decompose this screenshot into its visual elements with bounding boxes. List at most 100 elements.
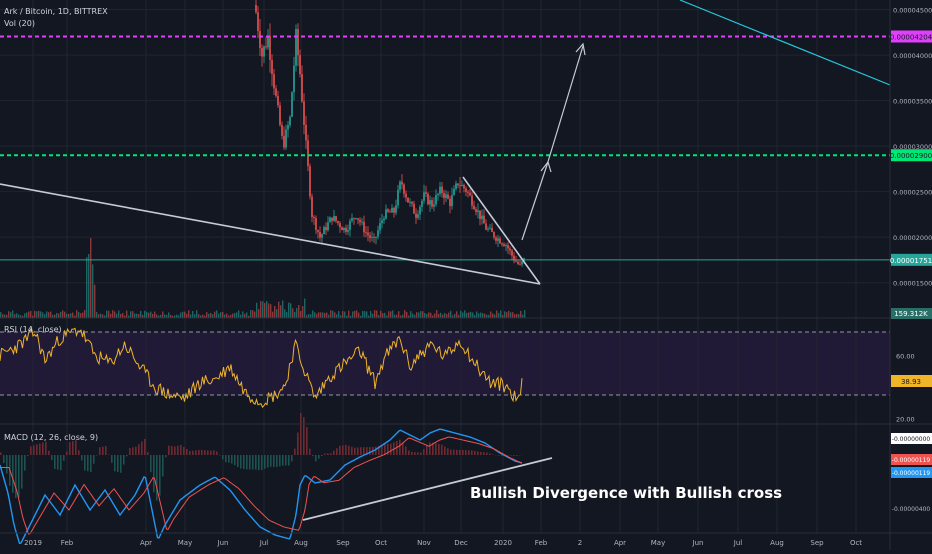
macd-legend[interactable]: MACD (12, 26, close, 9) <box>4 433 98 442</box>
volume-bar <box>198 314 199 318</box>
candle-body <box>319 232 321 238</box>
volume-bar <box>26 312 27 318</box>
volume-bar <box>152 314 153 318</box>
rsi-legend[interactable]: RSI (14, close) <box>4 325 62 334</box>
macd-hist-bar <box>498 455 500 456</box>
candle-body <box>273 74 275 88</box>
volume-bar <box>446 314 447 318</box>
candle-body <box>473 206 475 210</box>
volume-bar <box>430 313 431 318</box>
volume-bar <box>412 314 413 318</box>
price-tick-2: 0.00002500 <box>893 189 932 197</box>
symbol-legend[interactable]: Ark / Bitcoin, 1D, BITTREX <box>4 7 108 16</box>
candle-body <box>403 184 405 193</box>
volume-bar <box>78 312 79 318</box>
volume-bar <box>406 312 407 318</box>
macd-hist-bar <box>285 455 287 465</box>
time-tick-1: Feb <box>61 539 74 547</box>
volume-bar <box>250 310 251 318</box>
volume-bar <box>464 310 465 318</box>
candle-body <box>337 221 339 223</box>
macd-hist-bar <box>354 448 356 455</box>
volume-bar <box>154 311 155 318</box>
macd-hist-bar <box>333 451 335 455</box>
volume-bar <box>50 312 51 318</box>
volume-bar <box>298 305 299 318</box>
macd-hist-bar <box>36 444 38 455</box>
macd-hist-bar <box>192 451 194 455</box>
candle-body <box>359 220 361 222</box>
time-tick-2: Apr <box>140 539 152 547</box>
macd-hist-bar <box>15 455 17 498</box>
macd-hist-bar <box>75 440 77 455</box>
macd-hist-bar <box>273 455 275 467</box>
macd-hist-bar <box>39 444 41 456</box>
macd-hist-bar <box>237 455 239 467</box>
candle-body <box>467 192 469 193</box>
volume-bar <box>434 314 435 318</box>
candle-body <box>409 202 411 203</box>
macd-hist-bar <box>510 455 512 456</box>
volume-bar <box>58 314 59 318</box>
time-tick-4: Jun <box>217 539 229 547</box>
macd-hist-bar <box>288 455 290 466</box>
volume-bar <box>334 312 335 318</box>
volume-bar <box>96 312 97 318</box>
volume-legend[interactable]: Vol (20) <box>4 19 35 28</box>
volume-bar <box>390 311 391 318</box>
volume-bar <box>366 311 367 318</box>
volume-bar <box>252 310 253 318</box>
volume-bar <box>354 311 355 318</box>
macd-hist-bar <box>321 455 323 456</box>
volume-bar <box>218 314 219 318</box>
macd-hist-bar <box>72 441 74 455</box>
volume-bar <box>270 304 271 318</box>
candle-body <box>507 245 509 248</box>
macd-hist-bar <box>399 440 401 455</box>
volume-bar <box>324 313 325 318</box>
volume-bar <box>66 314 67 318</box>
candle-body <box>331 218 333 221</box>
macd-hist-bar <box>270 455 272 467</box>
volume-bar <box>398 311 399 318</box>
volume-bar <box>210 313 211 318</box>
volume-bar <box>426 314 427 318</box>
volume-bar <box>484 314 485 318</box>
volume-bar <box>356 310 357 318</box>
macd-hist-bar <box>402 442 404 455</box>
macd-hist-bar <box>405 446 407 455</box>
macd-hist-bar <box>453 450 455 455</box>
time-tick-18: Aug <box>770 539 784 547</box>
macd-hist-bar <box>483 452 485 455</box>
volume-bar <box>212 314 213 318</box>
volume-bar <box>424 313 425 318</box>
volume-bar <box>288 303 289 318</box>
volume-bar <box>238 310 239 318</box>
macd-hist-bar <box>513 455 515 456</box>
candle-body <box>267 36 269 48</box>
candle-body <box>281 125 283 136</box>
time-tick-5: Jul <box>259 539 269 547</box>
candle-body <box>417 214 419 218</box>
candle-body <box>485 223 487 229</box>
volume-bar <box>336 314 337 318</box>
candle-body <box>489 228 491 229</box>
volume-bar <box>312 310 313 318</box>
volume-bar <box>314 312 315 318</box>
volume-bar <box>504 311 505 318</box>
volume-bar <box>60 312 61 318</box>
volume-bar <box>416 312 417 318</box>
volume-bar <box>150 312 151 318</box>
macd-hist-bar <box>261 455 263 470</box>
candle-body <box>307 140 309 166</box>
volume-bar <box>156 314 157 318</box>
macd-hist-bar <box>294 449 296 455</box>
volume-bar <box>282 300 283 318</box>
candle-body <box>271 60 273 74</box>
volume-bar <box>506 312 507 318</box>
time-tick-17: Jul <box>733 539 743 547</box>
candle-body <box>327 222 329 230</box>
macd-hist-bar <box>309 449 311 455</box>
